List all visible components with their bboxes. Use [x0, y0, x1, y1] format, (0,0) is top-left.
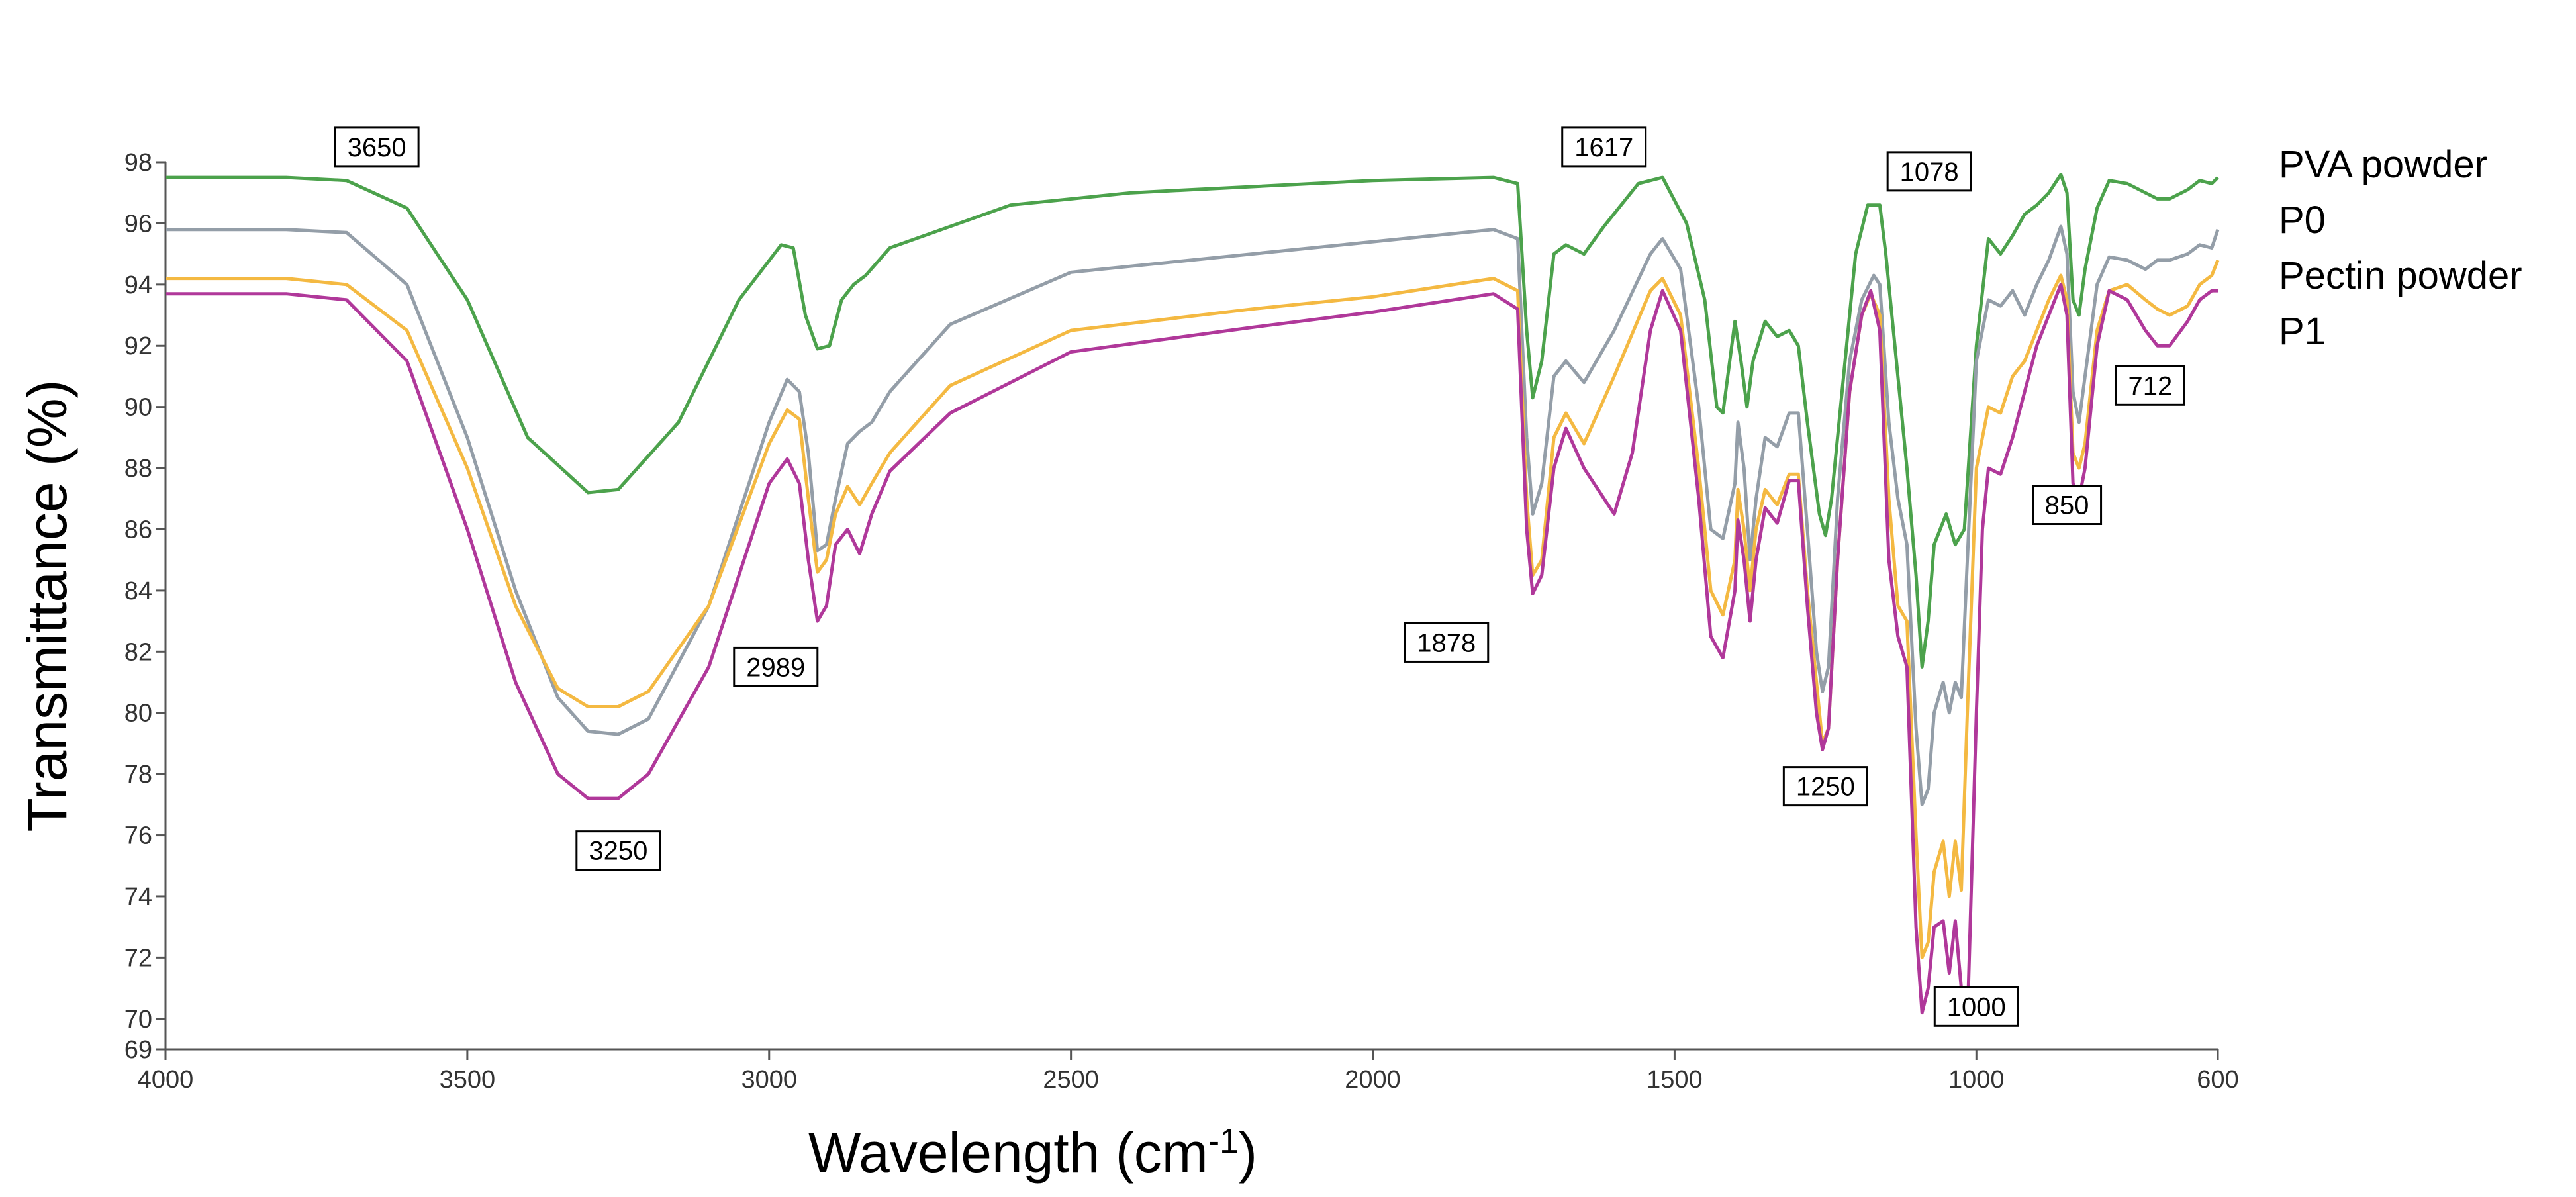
legend-entry-p0: P0 — [2279, 199, 2326, 242]
peak-annotation-label: 1617 — [1574, 133, 1633, 162]
series-layer — [166, 173, 2220, 1027]
y-axis-title: Transmittance (%) — [16, 379, 78, 832]
x-axis-title-main: Wavelength (cm — [808, 1122, 1208, 1184]
peak-annotation-label: 850 — [2045, 491, 2089, 520]
y-tick-label: 84 — [124, 577, 152, 605]
peak-annotation: 3650 — [334, 126, 420, 168]
peak-annotation-label: 1000 — [1947, 992, 2006, 1022]
peak-annotation: 1250 — [1782, 766, 1868, 807]
peak-annotation-label: 3650 — [348, 133, 406, 162]
peak-annotation-box — [1782, 766, 1868, 807]
series-line-p1 — [166, 283, 2218, 1027]
y-tick-label: 70 — [124, 1006, 152, 1033]
x-axis-title-sup: -1 — [1208, 1122, 1239, 1161]
peak-annotation-box — [733, 646, 819, 687]
x-axis-title: Wavelength (cm-1) — [808, 1122, 1257, 1184]
peak-annotation-label: 1078 — [1900, 158, 1959, 187]
peak-annotation: 1617 — [1561, 126, 1647, 168]
y-tick-label: 94 — [124, 271, 152, 299]
x-tick-label: 1500 — [1646, 1066, 1703, 1094]
series-line-pva-powder — [166, 173, 2219, 669]
y-tick-label: 86 — [124, 516, 152, 544]
peak-annotation-label: 2989 — [746, 653, 805, 682]
y-tick-label: 90 — [124, 394, 152, 422]
legend: PVA powder P0 Pectin powder P1 — [2279, 143, 2522, 353]
peak-annotation: 2989 — [733, 646, 819, 687]
y-tick-label: 82 — [124, 638, 152, 666]
y-tick-label: 74 — [124, 883, 152, 911]
peak-annotation-label: 3250 — [589, 837, 647, 866]
x-tick-label: 4000 — [138, 1066, 194, 1094]
x-tick-label: 1000 — [1948, 1066, 2005, 1094]
peak-annotation: 1000 — [1933, 986, 2019, 1027]
y-tick-label: 80 — [124, 700, 152, 728]
y-tick-label: 72 — [124, 944, 152, 972]
x-axis-title-end: ) — [1239, 1122, 1257, 1184]
y-tick-label: 92 — [124, 332, 152, 360]
peak-annotation: 3250 — [575, 830, 661, 871]
x-tick-label: 2500 — [1043, 1066, 1099, 1094]
peak-annotation: 850 — [2032, 485, 2103, 526]
peak-annotation-box — [2115, 365, 2185, 406]
peak-annotation-label: 712 — [2128, 371, 2173, 401]
peak-annotation-box — [1933, 986, 2019, 1027]
y-tick-label: 78 — [124, 761, 152, 789]
peak-annotation-label: 1250 — [1796, 773, 1855, 802]
x-tick-label: 600 — [2197, 1066, 2238, 1094]
peak-annotation-box — [1561, 126, 1647, 168]
x-tick-label: 3500 — [440, 1066, 496, 1094]
annotation-layer: 3650 3250 2989 1878 1617 1078 1250 1000 850 712 — [334, 126, 2185, 1027]
peak-annotation-box — [1886, 151, 1972, 192]
peak-annotation-label: 1878 — [1417, 628, 1476, 657]
legend-entry-p1: P1 — [2279, 310, 2326, 353]
peak-annotation: 1078 — [1886, 151, 1972, 192]
peak-annotation-box — [575, 830, 661, 871]
x-tick-label: 2000 — [1345, 1066, 1401, 1094]
y-tick-label: 76 — [124, 822, 152, 850]
legend-entry-pva-powder: PVA powder — [2279, 143, 2487, 186]
y-tick-label: 98 — [124, 149, 152, 177]
peak-annotation-box — [334, 126, 420, 168]
y-tick-label: 69 — [124, 1036, 152, 1064]
series-line-pectin-powder — [166, 259, 2220, 959]
axes: 4000 3500 3000 2500 2000 1500 1000 600 69 70 72 74 7… — [124, 149, 2239, 1094]
y-tick-label: 88 — [124, 455, 152, 483]
y-tick-label: 96 — [124, 210, 152, 238]
peak-annotation: 1878 — [1404, 622, 1490, 663]
x-tick-label: 3000 — [741, 1066, 797, 1094]
series-line-p0 — [166, 224, 2220, 806]
peak-annotation: 712 — [2115, 365, 2185, 406]
peak-annotation-box — [1404, 622, 1490, 663]
peak-annotation-box — [2032, 485, 2103, 526]
legend-entry-pectin-powder: Pectin powder — [2279, 254, 2522, 297]
